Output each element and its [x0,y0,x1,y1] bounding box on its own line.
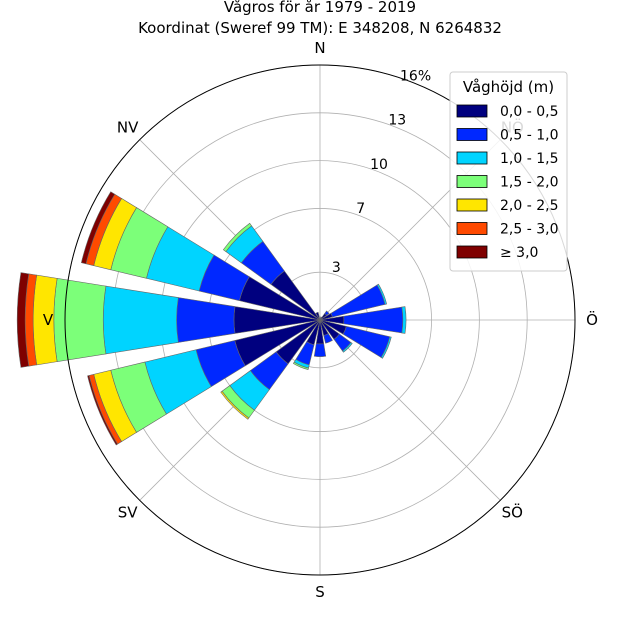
legend-swatch [456,175,488,188]
radial-tick-labels: 3 7 10 13 16% [332,68,431,275]
chart-title: Vågros för år 1979 - 2019 [224,0,416,16]
legend-entry-label: 0,5 - 1,0 [500,128,558,144]
legend-swatch [456,104,488,118]
rose-wedge [323,333,333,344]
radial-tick-label: 16% [400,68,431,84]
direction-label: SÖ [502,502,523,521]
rose-wedge [313,343,327,357]
legend-swatch [456,198,488,212]
direction-label: V [43,311,54,329]
legend-title: Våghöjd (m) [463,78,554,96]
rose-wedge [401,306,407,334]
legend-entry-label: 1,5 - 2,0 [500,175,558,191]
legend-swatch [456,222,488,235]
rose-wedge [342,342,353,353]
legend-entry-label: 1,0 - 1,5 [500,151,558,167]
direction-label: NV [117,119,139,137]
legend-entry-label: 2,5 - 3,0 [500,222,558,238]
direction-label: Ö [586,310,598,329]
rose-wedge [380,336,392,359]
radial-tick-label: 13 [388,113,406,129]
rose-wedge [222,222,253,253]
direction-label: N [314,39,325,57]
legend-entry-label: ≥ 3,0 [500,245,538,261]
outer-circle [64,64,576,576]
rose-wedge [315,311,321,321]
grid-spoke [319,319,501,501]
rose-wedge [80,191,116,265]
legend-swatch [456,151,488,165]
rose-wedge [324,310,330,316]
rose-wedge [220,390,250,420]
legend-box [449,71,568,272]
legend-entry-label: 0,0 - 0,5 [500,104,558,120]
legend-entry-label: 2,0 - 2,5 [500,198,558,214]
legend-swatch [456,128,488,141]
polar-frame [64,64,576,576]
rose-wedge [376,283,387,305]
radial-tick-label: 3 [332,260,341,276]
legend: Våghöjd (m) 0,0 - 0,5 0,5 - 1,0 1,0 - 1,5 1,… [449,71,568,272]
direction-label: S [315,583,325,601]
radial-tick-label: 7 [356,201,365,217]
radial-tick-label: 10 [370,157,388,173]
direction-label: SV [118,503,139,521]
chart-subtitle: Koordinat (Sweref 99 TM): E 348208, N 62… [138,19,502,37]
rose-bars [16,191,407,446]
rose-wedge [176,297,236,343]
rose-wedge [16,272,30,368]
legend-swatch [456,245,488,259]
rose-wedge [102,285,179,355]
rose-wedge [292,361,309,370]
rose-wedge [53,278,107,362]
rose-wedge [87,375,118,446]
